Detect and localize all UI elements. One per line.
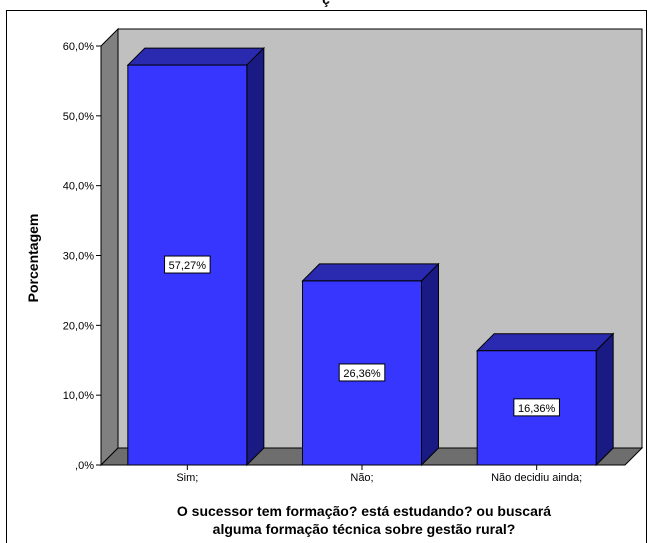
data-label: 26,36%: [343, 368, 381, 380]
side-wall: [100, 27, 119, 467]
y-axis-label: Porcentagem: [25, 214, 41, 303]
data-label-box: [513, 398, 560, 417]
bar-side: [421, 262, 439, 467]
x-axis-label-line-2: alguma formação técnica sobre gestão rur…: [213, 521, 516, 537]
bar-side: [246, 46, 265, 467]
x-axis-label-line-1: O sucessor tem formação? está estudando?…: [177, 503, 551, 519]
bar-top: [126, 47, 266, 66]
y-tick-label: 60,0%: [63, 41, 94, 53]
y-tick-label: 30,0%: [63, 251, 94, 263]
x-tick-label: Não;: [350, 472, 373, 484]
bar-top: [301, 263, 440, 282]
y-tick-label: 20,0%: [63, 320, 94, 332]
x-tick-label: Sim;: [176, 472, 198, 484]
data-label: 57,27%: [169, 260, 207, 272]
bar-top: [475, 333, 615, 352]
data-label-box: [338, 363, 386, 382]
y-tick-label: 50,0%: [63, 111, 94, 123]
y-tick-label: ,0%: [75, 460, 94, 472]
data-label: 16,36%: [518, 403, 556, 415]
data-label-box: [164, 255, 211, 274]
y-tick-label: 40,0%: [63, 181, 94, 193]
bar-side: [595, 332, 614, 467]
x-tick-label: Não decidiu ainda;: [491, 472, 582, 484]
y-tick-label: 10,0%: [63, 390, 94, 402]
bar: [476, 350, 597, 466]
page-title: ç: [0, 0, 652, 7]
chart-frame: [6, 10, 647, 543]
